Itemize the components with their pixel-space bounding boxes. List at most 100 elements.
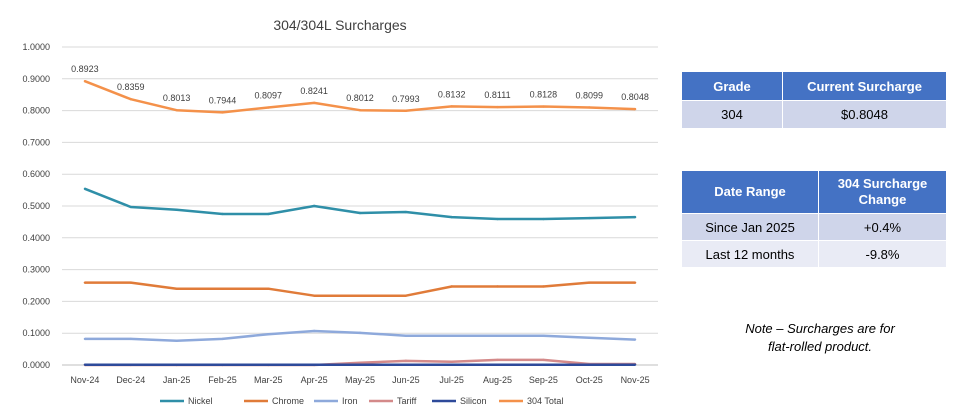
data-point-silicon: [312, 363, 316, 366]
data-point-nickel: [496, 217, 499, 221]
x-tick-label: Nov-24: [70, 375, 99, 385]
y-tick-label: 0.1000: [22, 328, 50, 338]
data-label: 0.8241: [300, 86, 328, 96]
data-point-304-total: [129, 97, 132, 101]
data-label: 0.8097: [255, 91, 283, 101]
y-tick-label: 0.9000: [22, 74, 50, 84]
y-tick-label: 0.8000: [22, 106, 50, 116]
data-point-silicon: [450, 363, 453, 366]
current-surcharge-table: Grade Current Surcharge 304 $0.8048: [681, 71, 947, 129]
data-point-chrome: [129, 281, 132, 284]
data-point-chrome: [175, 287, 178, 290]
x-tick-label: Jun-25: [392, 375, 420, 385]
legend-label: Silicon: [460, 396, 487, 406]
current-surcharge-header: Current Surcharge: [782, 71, 947, 101]
data-point-tariff: [542, 358, 545, 362]
data-point-iron: [267, 332, 270, 336]
y-tick-label: 0.0000: [22, 360, 50, 370]
data-point-iron: [221, 337, 224, 341]
legend-label: Nickel: [188, 396, 213, 406]
data-point-nickel: [83, 187, 87, 191]
surcharge-note: Note – Surcharges are for flat-rolled pr…: [700, 320, 940, 356]
data-point-chrome: [542, 285, 545, 288]
surcharge-change-table: Date Range 304 Surcharge Change Since Ja…: [681, 170, 947, 268]
data-point-304-total: [312, 101, 316, 105]
y-tick-label: 0.7000: [22, 137, 50, 147]
data-point-iron: [129, 337, 132, 341]
data-point-304-total: [404, 109, 408, 113]
data-point-tariff: [404, 359, 408, 363]
data-label: 0.8923: [71, 64, 99, 74]
x-tick-label: Feb-25: [208, 375, 237, 385]
data-point-nickel: [450, 215, 453, 219]
data-point-304-total: [496, 105, 499, 109]
note-line-1: Note – Surcharges are for: [745, 321, 895, 336]
x-tick-label: May-25: [345, 375, 375, 385]
data-point-silicon: [496, 363, 499, 366]
surcharge-line-chart: 304/304L Surcharges 0.0000 0.1000 0.2000 0.3…: [22, 17, 658, 406]
data-point-chrome: [633, 281, 637, 284]
data-point-chrome: [221, 287, 224, 290]
data-point-chrome: [450, 285, 453, 288]
date-range-header: Date Range: [681, 170, 819, 214]
data-point-iron: [175, 339, 178, 343]
data-point-nickel: [404, 210, 408, 214]
data-point-iron: [83, 337, 87, 341]
data-point-tariff: [496, 358, 499, 362]
data-label: 0.8132: [438, 89, 466, 99]
data-label: 0.8099: [575, 90, 603, 100]
data-point-silicon: [267, 363, 270, 366]
series-line-nickel: [84, 187, 636, 221]
data-point-chrome: [312, 294, 316, 297]
y-tick-label: 1.0000: [22, 42, 50, 52]
grade-header: Grade: [681, 71, 783, 101]
data-label: 0.7944: [209, 95, 237, 105]
data-label: 0.8013: [163, 93, 191, 103]
x-tick-label: Jul-25: [439, 375, 464, 385]
x-tick-label: Dec-24: [116, 375, 145, 385]
data-point-nickel: [542, 217, 545, 221]
data-point-iron: [312, 329, 316, 333]
data-point-silicon: [221, 363, 224, 366]
chart-title: 304/304L Surcharges: [273, 17, 406, 33]
legend-label: Tariff: [397, 396, 417, 406]
y-tick-label: 0.6000: [22, 169, 50, 179]
data-point-iron: [633, 338, 637, 341]
x-tick-label: Nov-25: [621, 375, 650, 385]
data-point-silicon: [633, 363, 637, 366]
data-label: 0.8012: [346, 93, 374, 103]
data-point-iron: [588, 336, 591, 339]
data-point-silicon: [83, 363, 87, 366]
data-point-silicon: [129, 363, 132, 366]
data-point-iron: [358, 331, 362, 335]
data-point-chrome: [588, 281, 591, 284]
data-point-silicon: [542, 363, 545, 366]
y-tick-label: 0.2000: [22, 296, 50, 306]
y-tick-label: 0.5000: [22, 201, 50, 211]
data-point-304-total: [175, 108, 178, 112]
data-point-silicon: [175, 363, 178, 366]
x-tick-label: Apr-25: [301, 375, 328, 385]
data-point-304-total: [221, 111, 224, 114]
x-tick-label: Sep-25: [529, 375, 558, 385]
date-range-since-jan-2025: Since Jan 2025: [681, 213, 819, 241]
data-point-nickel: [267, 212, 270, 216]
current-surcharge-value: $0.8048: [782, 100, 947, 129]
data-point-chrome: [267, 287, 270, 290]
note-line-2: flat-rolled product.: [767, 339, 873, 354]
data-point-304-total: [450, 105, 453, 108]
data-point-iron: [404, 334, 408, 337]
data-point-chrome: [83, 281, 87, 284]
change-last-12-months: -9.8%: [818, 240, 947, 268]
date-range-last-12-months: Last 12 months: [681, 240, 819, 268]
x-tick-label: Jan-25: [163, 375, 191, 385]
x-tick-label: Oct-25: [576, 375, 603, 385]
data-point-chrome: [404, 294, 408, 297]
data-point-tariff: [450, 360, 453, 364]
data-point-nickel: [175, 208, 178, 212]
y-tick-label: 0.4000: [22, 233, 50, 243]
grade-value: 304: [681, 100, 783, 129]
data-point-iron: [542, 334, 545, 337]
data-label: 0.7993: [392, 94, 420, 104]
change-since-jan-2025: +0.4%: [818, 213, 947, 241]
